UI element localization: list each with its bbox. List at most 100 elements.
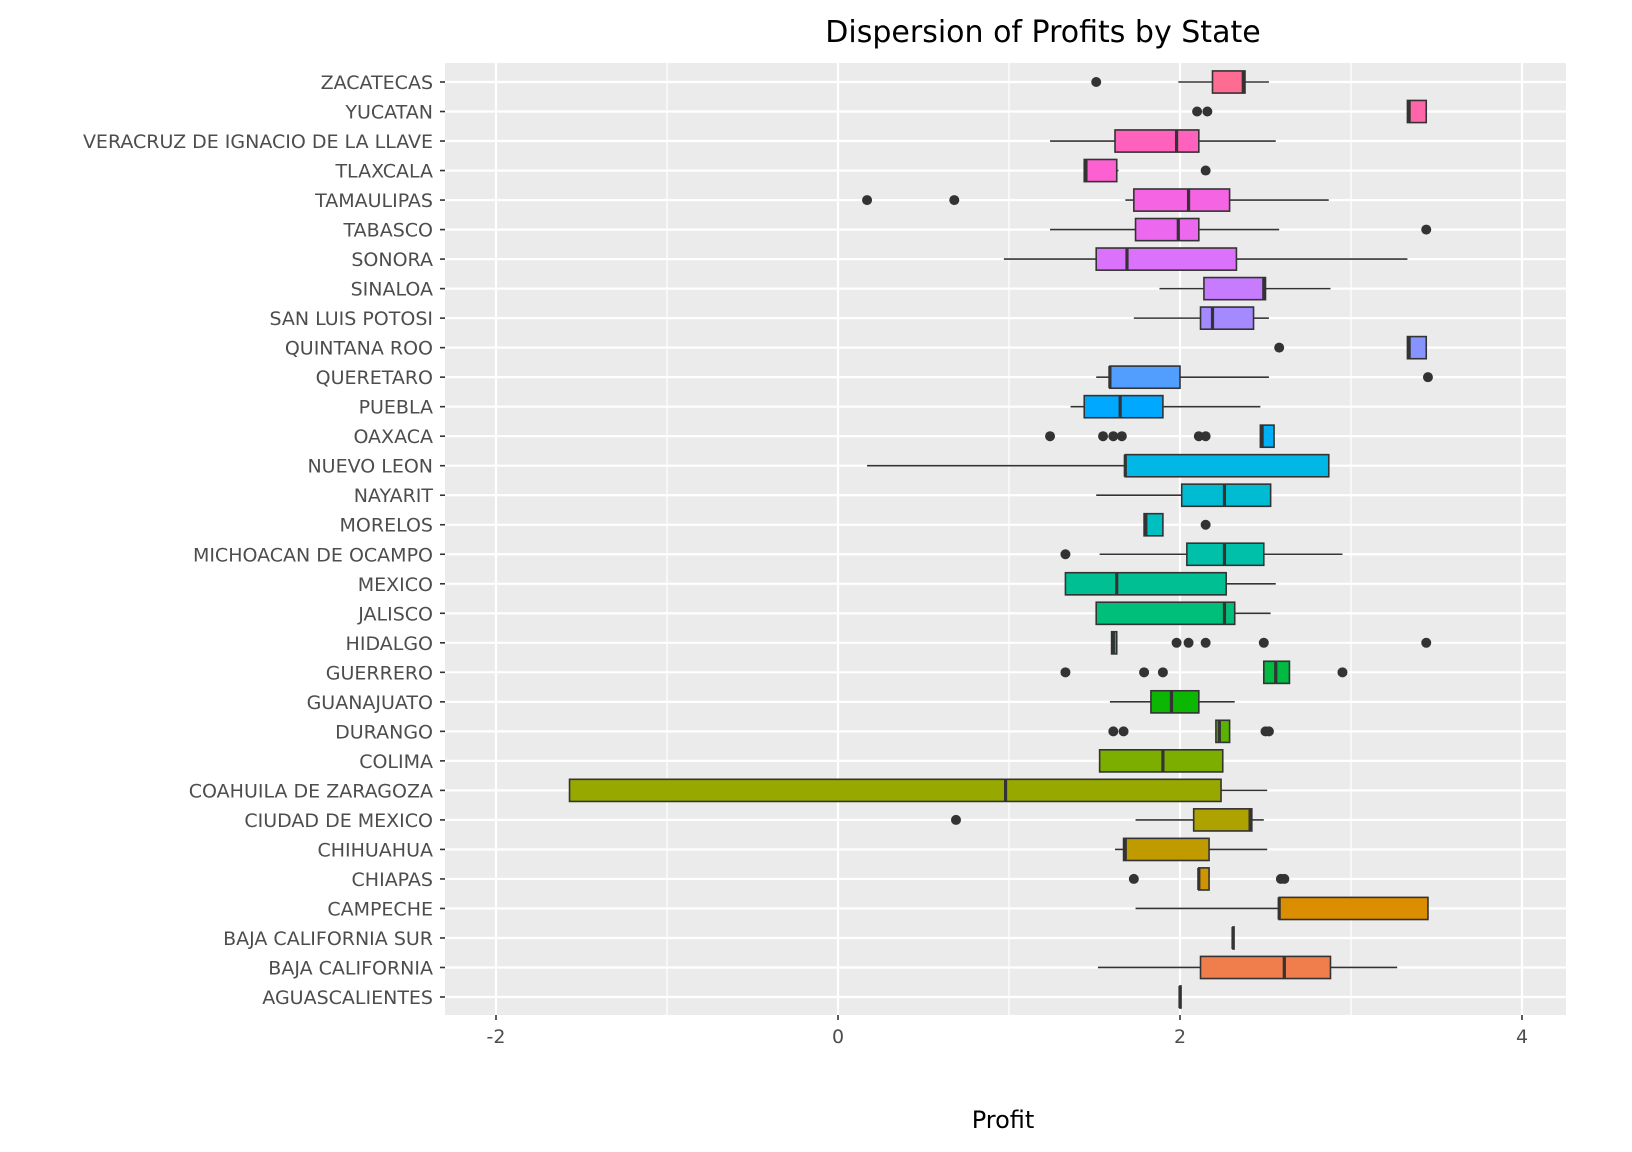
y-tick-label: NAYARIT [354,485,434,507]
outlier-point [1045,431,1056,442]
box-chihuahua [1115,837,1268,862]
box-mexico [1064,571,1276,596]
box-oaxaca [1045,424,1275,449]
outlier-point [1108,431,1119,442]
iqr-box [1134,217,1200,242]
y-tick-label: COAHUILA DE ZARAGOZA [189,780,433,802]
outlier-point [949,195,960,206]
box-puebla [1070,394,1261,419]
iqr-box [1133,188,1231,212]
y-tick-label: OAXACA [353,426,433,448]
box-ciudad-de-mexico [950,808,1264,832]
iqr-box [1211,70,1246,94]
iqr-box [1278,896,1429,921]
x-tick-label: 2 [1174,1026,1186,1048]
iqr-box [1406,99,1428,124]
box-hidalgo [1110,630,1432,655]
outlier-point [1279,873,1290,884]
box-quintana-roo [1274,335,1428,360]
iqr-box [1180,483,1272,508]
outlier-point [1274,342,1285,353]
y-tick-label: MEXICO [358,574,433,596]
outlier-point [1258,637,1269,648]
outlier-point [1183,637,1194,648]
iqr-box [1406,335,1428,360]
iqr-box [1083,158,1118,183]
iqr-box [1095,247,1238,271]
y-tick-label: BAJA CALIFORNIA [268,957,433,979]
box-veracruz-de-ignacio-de-la-llave [1050,129,1276,153]
outlier-point [1192,106,1203,117]
x-axis: -2 0 2 4 [487,1015,1528,1048]
box-baja-california [1097,955,1398,980]
box-tlaxcala [1083,158,1211,183]
box-aguascalientes [1178,985,1182,1009]
box-queretaro [1096,365,1433,390]
outlier-point [1202,106,1213,117]
box-nuevo-leon [867,453,1330,478]
x-tick-label: -2 [487,1026,506,1048]
iqr-box [1095,601,1236,626]
iqr-box [1259,424,1275,449]
iqr-box [1109,365,1181,390]
box-san-luis-potosi [1133,306,1269,330]
y-tick-label: NUEVO LEON [307,456,433,478]
y-tick-label: HIDALGO [346,633,433,655]
outlier-point [950,814,961,825]
y-tick-label: MORELOS [340,515,433,537]
x-tick-label: 4 [1516,1026,1528,1048]
y-tick-label: CAMPECHE [327,898,433,920]
y-tick-label: GUERRERO [326,662,433,684]
outlier-point [1060,667,1071,678]
box-guerrero [1060,660,1348,685]
outlier-point [1060,549,1071,560]
iqr-box [1083,394,1164,419]
x-axis-title: Profit [972,1106,1035,1134]
outlier-point [1157,667,1168,678]
box-yucatan [1192,99,1428,124]
iqr-box [1199,955,1332,980]
iqr-box [1114,129,1200,153]
box-chiapas [1128,867,1290,891]
box-nayarit [1096,483,1272,508]
y-tick-label: TLAXCALA [334,161,433,183]
box-tabasco [1050,217,1432,242]
outlier-point [1128,873,1139,884]
outlier-point [1200,519,1211,530]
x-tick-label: 0 [832,1026,844,1048]
y-tick-label: YUCATAN [344,102,433,124]
outlier-point [1421,224,1432,235]
y-tick-label: BAJA CALIFORNIA SUR [223,928,433,950]
iqr-box [1064,571,1227,596]
y-tick-label: TABASCO [343,220,433,242]
box-durango [1108,719,1274,744]
outlier-point [1098,431,1109,442]
outlier-point [1193,431,1204,442]
iqr-box [1203,276,1267,301]
outlier-point [1422,372,1433,383]
outlier-point [1091,77,1102,87]
y-tick-label: TAMAULIPAS [314,190,433,212]
y-tick-label: VERACRUZ DE IGNACIO DE LA LLAVE [83,131,433,153]
outlier-point [1263,726,1274,737]
box-jalisco [1095,601,1271,626]
outlier-point [1200,637,1211,648]
outlier-point [862,195,873,206]
y-tick-label: QUERETARO [316,367,433,389]
y-tick-label: CHIAPAS [352,869,433,891]
minor-gridlines [666,63,1352,1015]
y-tick-label: QUINTANA ROO [285,338,433,360]
y-tick-label: GUANAJUATO [307,692,433,714]
plot-panel [445,63,1566,1015]
iqr-box [1192,808,1253,832]
box-coahuila-de-zaragoza [568,778,1268,803]
iqr-box [1122,837,1210,862]
iqr-box [568,778,1222,803]
y-tick-label: CIUDAD DE MEXICO [244,810,433,832]
box-colima [1098,749,1224,773]
box-michoacan-de-ocampo [1060,542,1343,567]
y-axis: AGUASCALIENTES BAJA CALIFORNIA BAJA CALIFO… [83,72,445,1009]
iqr-box [1098,749,1224,773]
outlier-point [1200,165,1211,176]
